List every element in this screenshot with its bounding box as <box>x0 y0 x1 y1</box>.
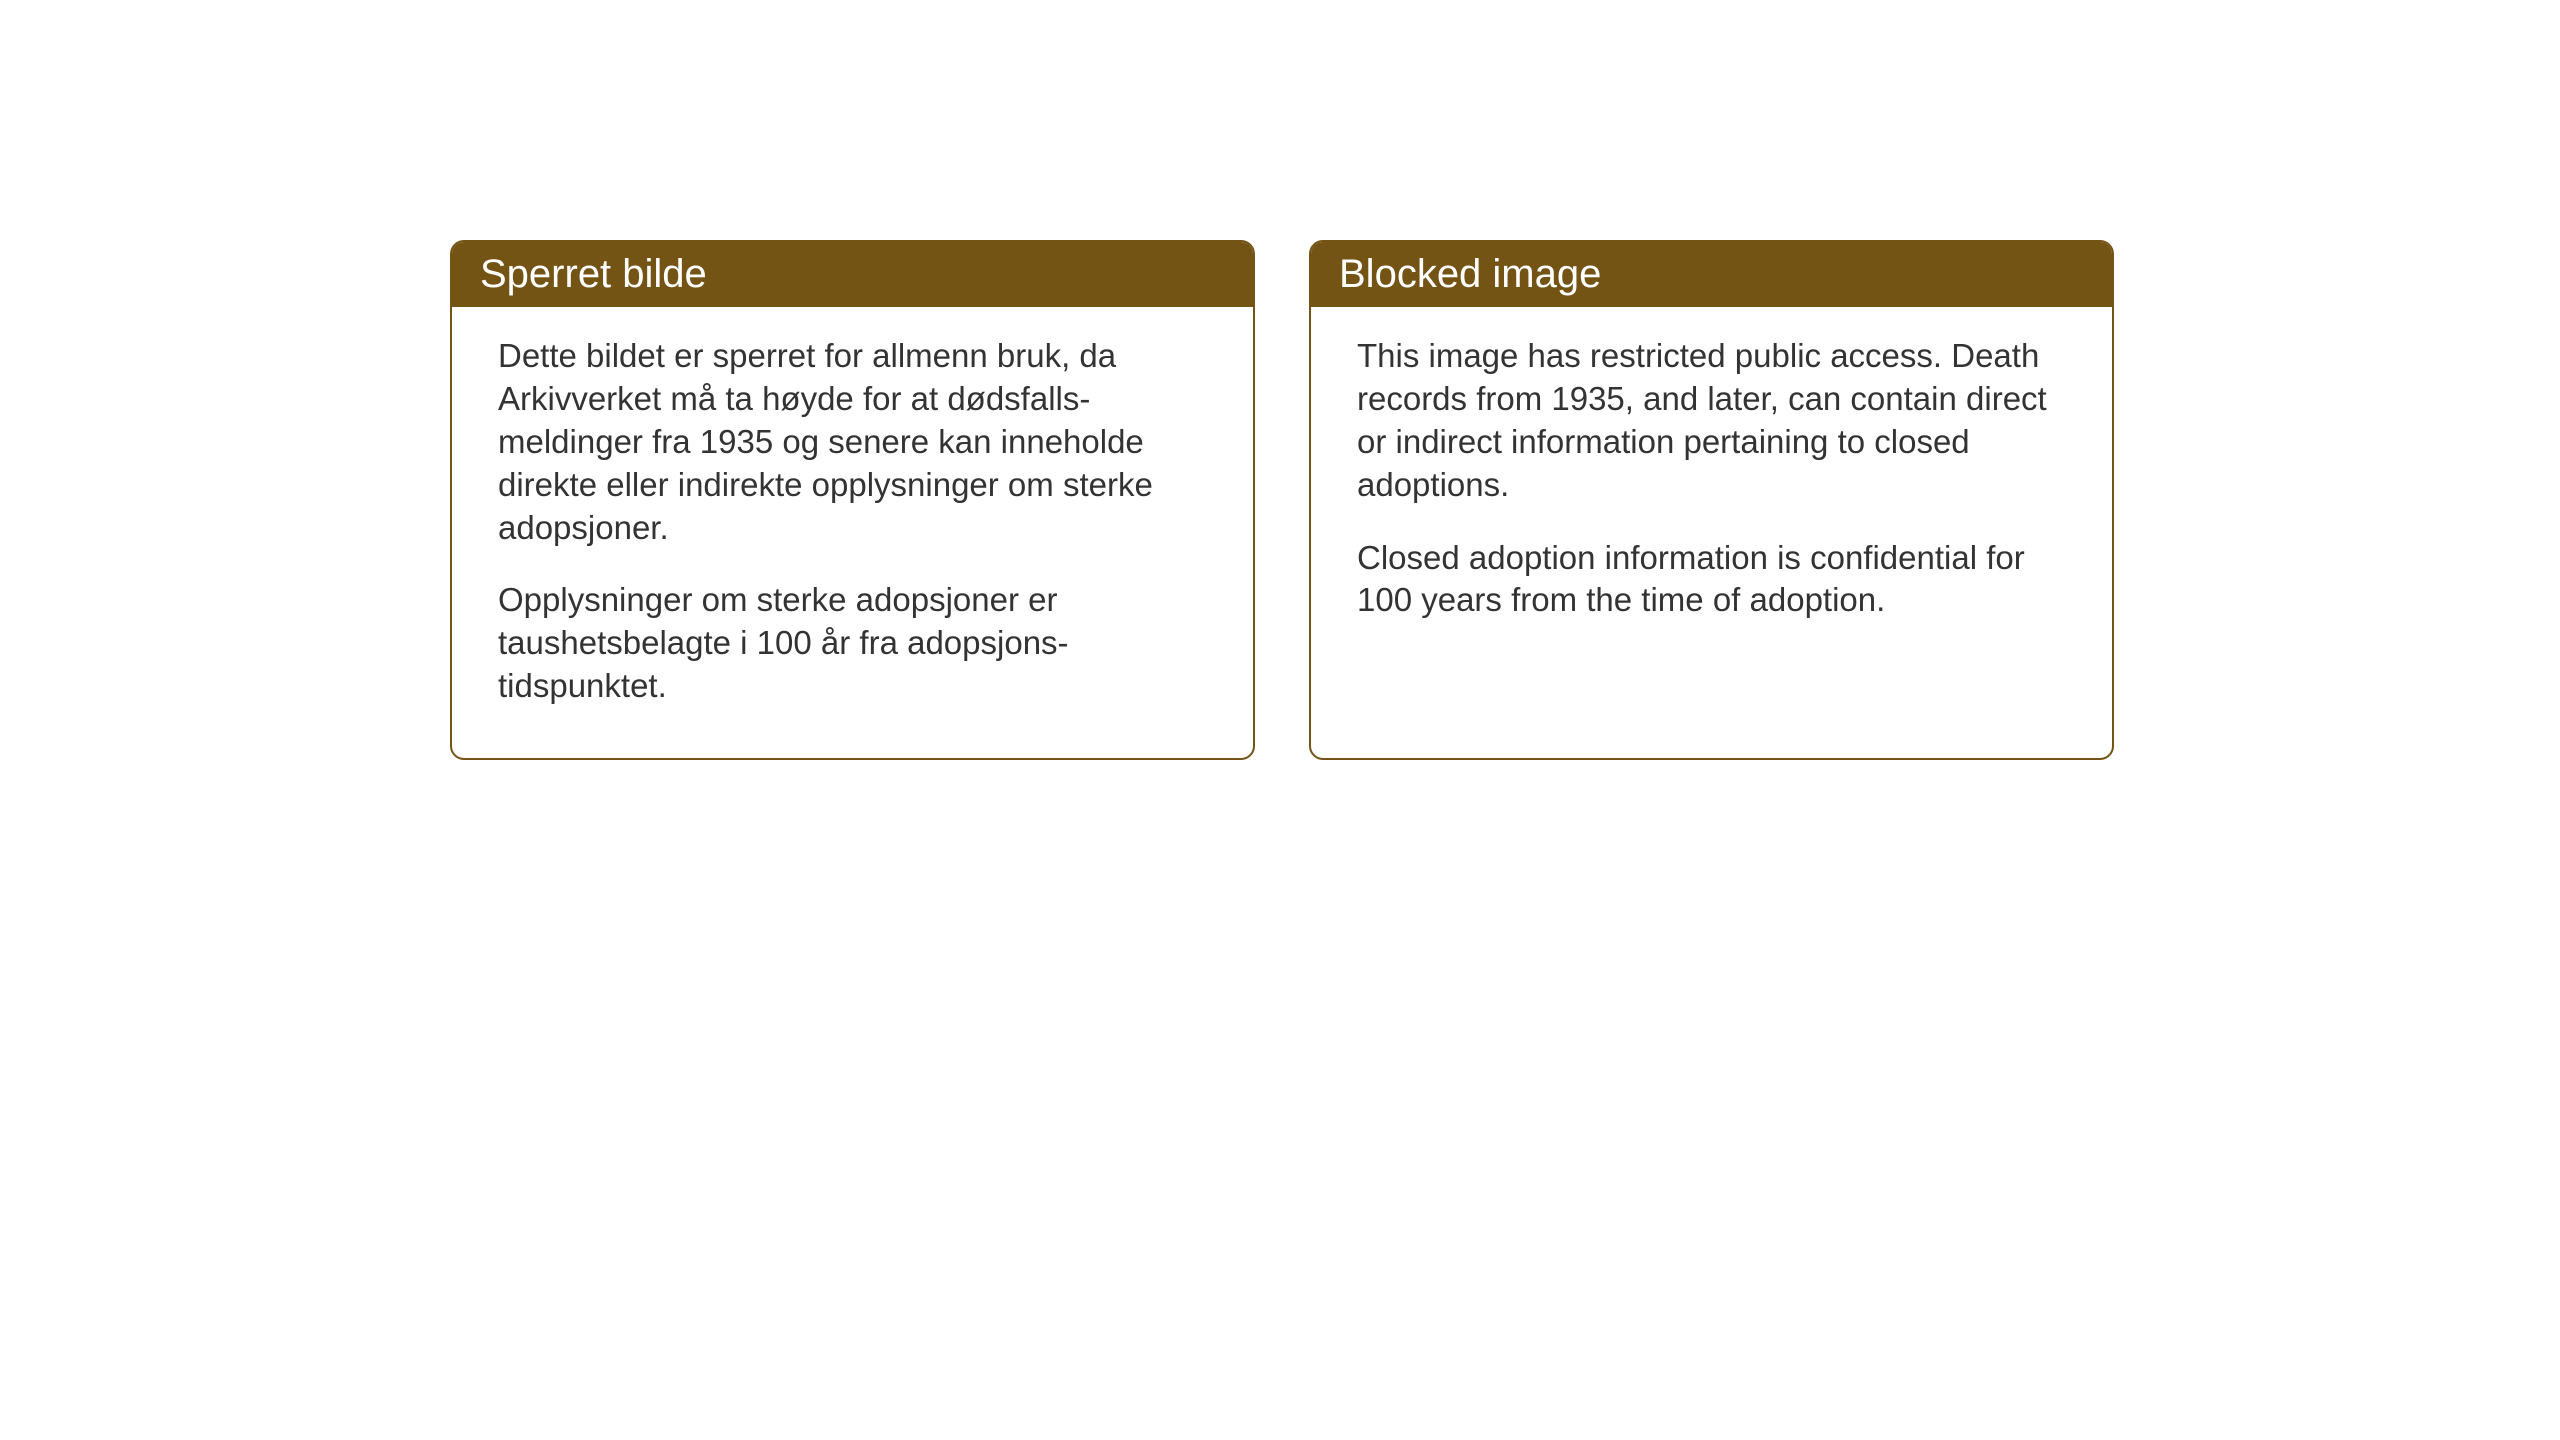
english-paragraph-2: Closed adoption information is confident… <box>1357 537 2066 623</box>
english-card-body: This image has restricted public access.… <box>1311 307 2112 672</box>
english-paragraph-1: This image has restricted public access.… <box>1357 335 2066 507</box>
english-card-header: Blocked image <box>1311 242 2112 307</box>
cards-container: Sperret bilde Dette bildet er sperret fo… <box>450 240 2114 760</box>
norwegian-paragraph-1: Dette bildet er sperret for allmenn bruk… <box>498 335 1207 549</box>
norwegian-paragraph-2: Opplysninger om sterke adopsjoner er tau… <box>498 579 1207 708</box>
norwegian-card-header: Sperret bilde <box>452 242 1253 307</box>
english-card: Blocked image This image has restricted … <box>1309 240 2114 760</box>
norwegian-card: Sperret bilde Dette bildet er sperret fo… <box>450 240 1255 760</box>
norwegian-card-body: Dette bildet er sperret for allmenn bruk… <box>452 307 1253 758</box>
